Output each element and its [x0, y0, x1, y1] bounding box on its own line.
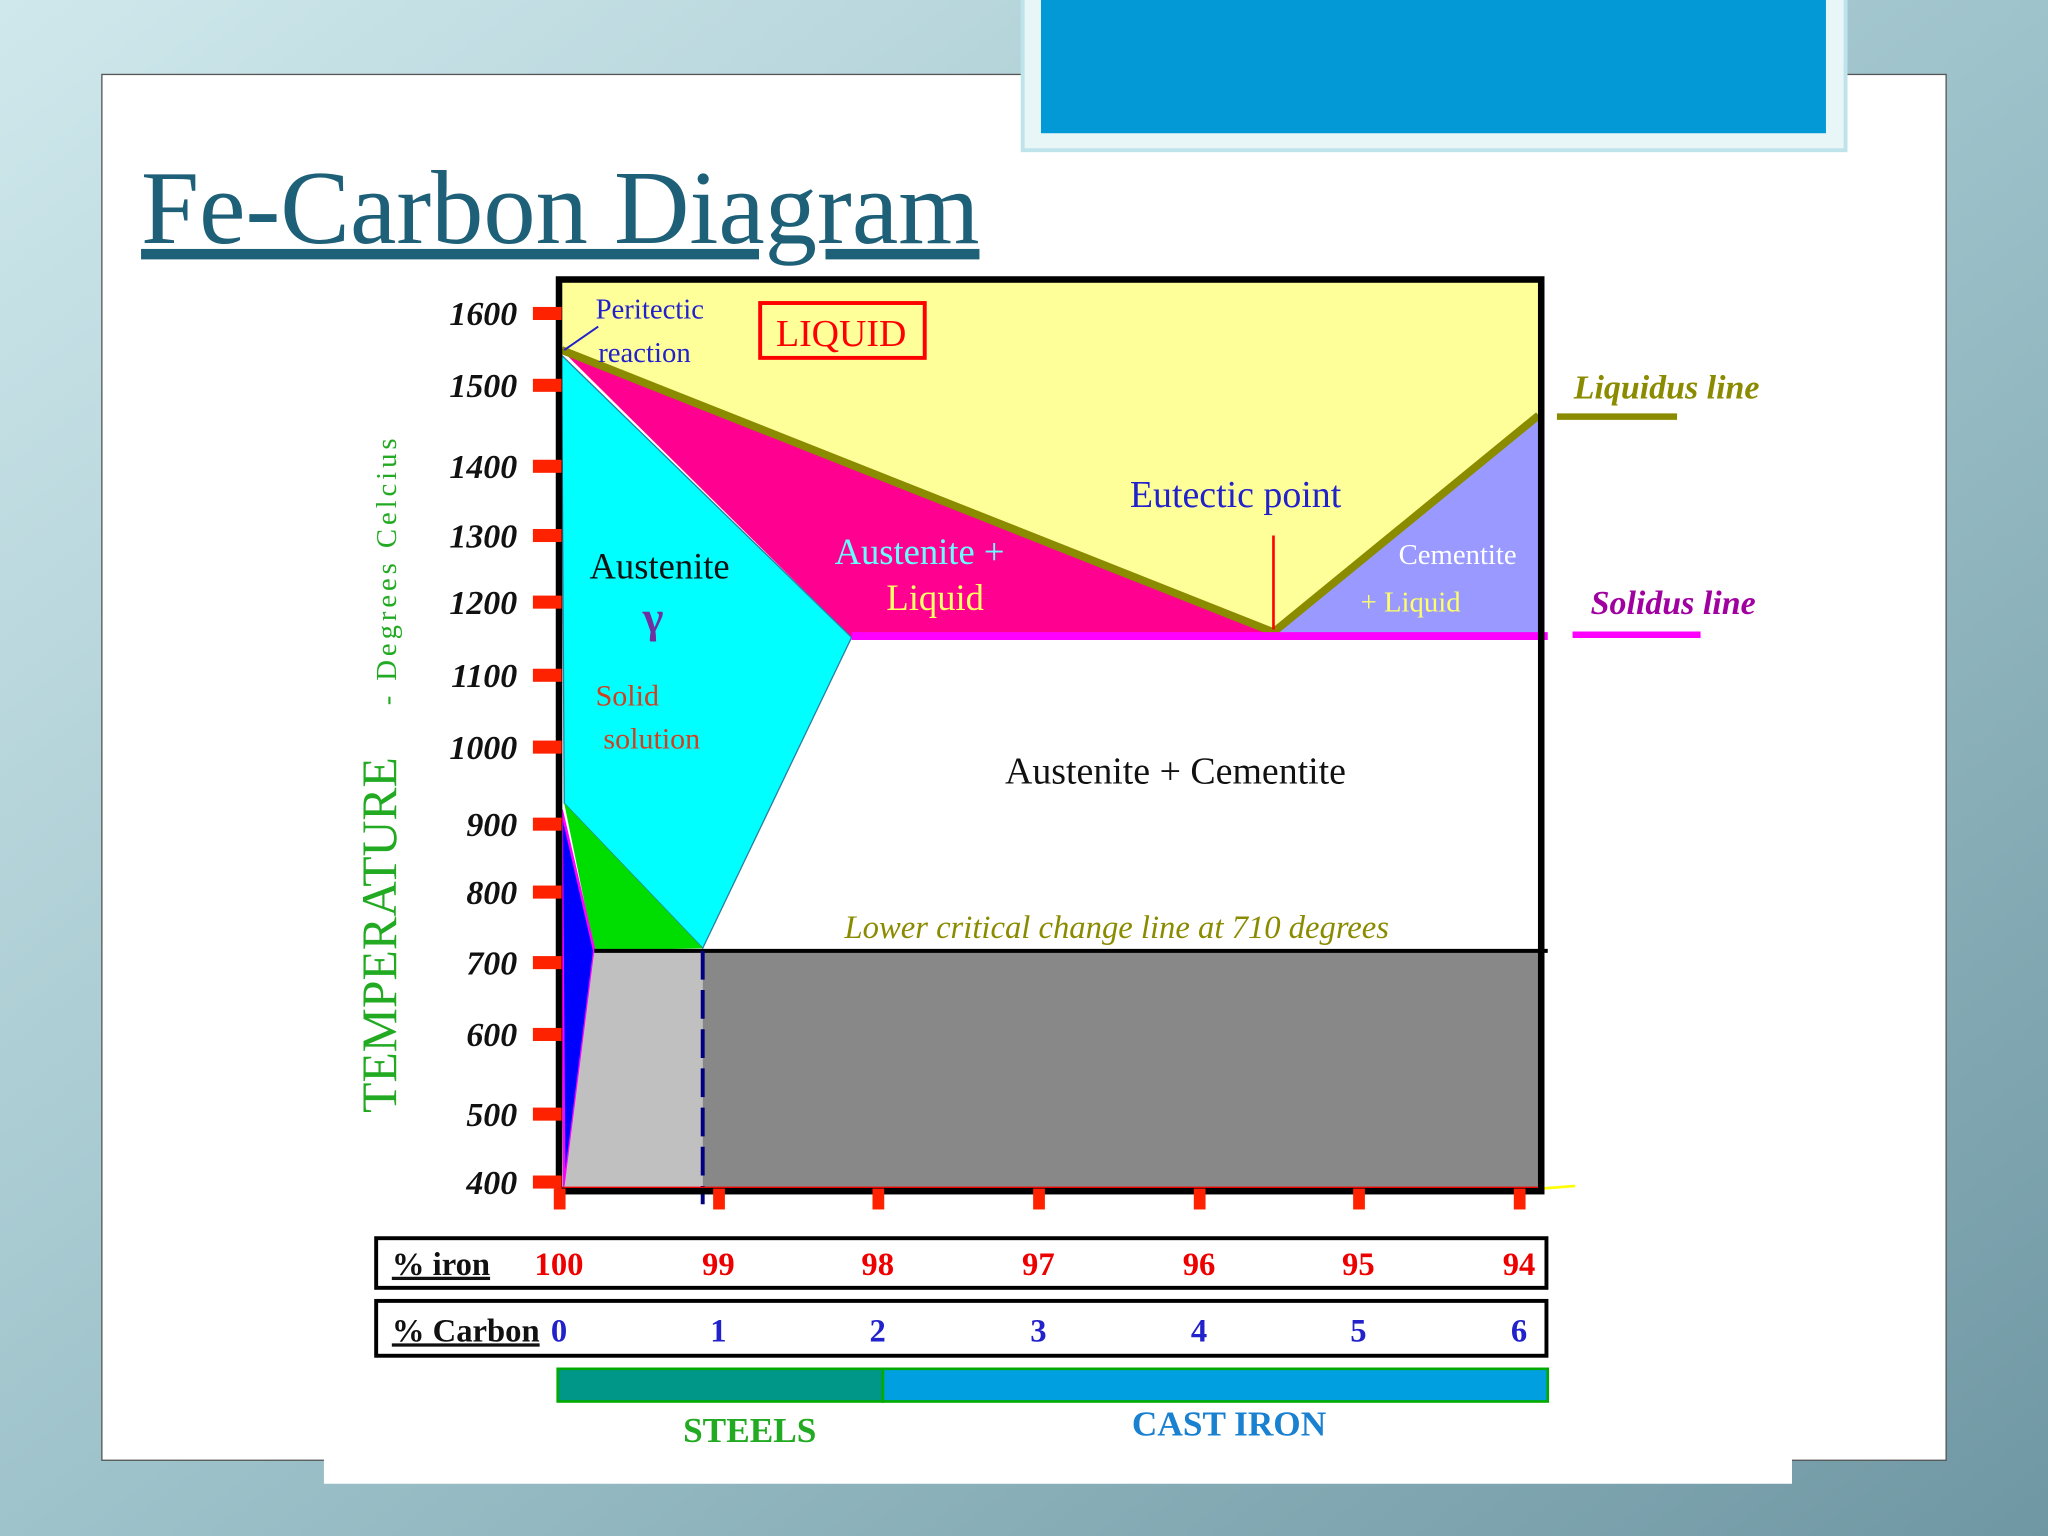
peritectic-label: reaction	[598, 337, 690, 369]
y-axis-label: TEMPERATURE	[352, 757, 407, 1113]
table-cell: 2	[870, 1313, 886, 1349]
temperature-label: 600	[466, 1017, 517, 1054]
solid-solution-label: Solid	[596, 679, 659, 712]
ferrite-region	[560, 809, 596, 1189]
pearlite-ferrite-region	[564, 950, 703, 1189]
temperature-label: 1200	[449, 585, 517, 622]
temperature-label: 1000	[449, 730, 517, 767]
cementite-liquid-label: + Liquid	[1361, 586, 1462, 618]
temperature-label: 500	[466, 1097, 517, 1134]
table-cell: 5	[1350, 1313, 1366, 1349]
temperature-tick	[532, 528, 562, 543]
composition-tick	[713, 1188, 725, 1210]
table-cell: 94	[1503, 1247, 1536, 1283]
temperature-label: 900	[466, 807, 517, 844]
temperature-tick	[532, 1107, 562, 1121]
temperature-label: 1400	[449, 449, 517, 486]
temperature-tick	[532, 956, 562, 970]
band-label: CAST IRON	[1132, 1404, 1326, 1443]
temperature-tick	[532, 378, 562, 392]
temperature-label: 1500	[449, 368, 517, 405]
temperature-label: 1300	[449, 518, 517, 555]
temperature-tick	[532, 1027, 562, 1041]
steels-band	[556, 1367, 885, 1403]
temperature-label: 800	[466, 875, 517, 912]
band-label: STEELS	[683, 1411, 816, 1450]
temperature-label: 400	[465, 1165, 517, 1202]
austenite-label: Austenite	[590, 546, 730, 587]
austenite-liquid-label: Liquid	[886, 577, 984, 618]
table-cell: 4	[1191, 1313, 1207, 1349]
composition-ticks	[553, 1188, 1526, 1210]
composition-tick	[1193, 1188, 1206, 1210]
liquid-region	[561, 279, 1539, 633]
panel-extension	[323, 1449, 1793, 1484]
liquidus-legend: Liquidus line	[1573, 369, 1760, 406]
temperature-tick	[532, 459, 562, 473]
table-cell: 0	[551, 1313, 567, 1349]
header-box-fill	[1040, 0, 1826, 134]
temperature-label: 700	[466, 945, 517, 982]
cementite-liquid-label: Cementite	[1399, 539, 1517, 571]
base-line-extension	[1541, 1184, 1576, 1190]
temperature-tick	[532, 306, 562, 320]
austenite-cementite-label: Austenite + Cementite	[1005, 751, 1346, 793]
temperature-ticks: 1600 1500 1400 1300 1200 1100 1000 900 800 700 600…	[449, 296, 562, 1202]
peritectic-pointer	[563, 325, 599, 351]
row-header: % iron	[392, 1247, 490, 1283]
temperature-tick	[532, 817, 562, 831]
table-cell: 98	[861, 1247, 894, 1283]
table-cell: 6	[1511, 1313, 1527, 1349]
liquid-label: LIQUID	[776, 313, 906, 355]
pearlite-cementite-region	[702, 950, 1539, 1189]
table-cell: 95	[1342, 1247, 1375, 1283]
composition-tick	[553, 1188, 566, 1210]
composition-tick	[1353, 1188, 1365, 1210]
eutectic-label: Eutectic point	[1130, 474, 1342, 516]
table-cell: 100	[535, 1247, 584, 1283]
table-cell: 99	[702, 1247, 735, 1283]
temperature-label: 1100	[451, 658, 517, 695]
composition-tick	[1513, 1188, 1526, 1210]
row-header: % Carbon	[392, 1313, 540, 1349]
table-cell: 96	[1183, 1247, 1216, 1283]
solidus-legend: Solidus line	[1591, 585, 1756, 622]
plot-border	[555, 276, 1545, 1195]
composition-tick	[872, 1188, 885, 1210]
composition-table: % iron 100 99 98 97 96 95 94 % Carbon 0 1 2 3 4 5 6	[374, 1236, 1549, 1358]
liquid-box	[758, 301, 927, 360]
peritectic-label: Peritectic	[596, 294, 704, 326]
ferrite-austenite-region	[564, 803, 703, 951]
y-axis-unit: - Degrees Celcius	[371, 435, 403, 706]
cast-iron-band	[881, 1367, 1550, 1403]
temperature-label: 1600	[449, 296, 517, 333]
table-cell: 1	[710, 1313, 726, 1349]
phase-diagram: Peritectic reaction LIQUID Austenite γ S…	[352, 276, 1760, 1210]
gamma-label: γ	[642, 592, 664, 642]
slide-title: Fe-Carbon Diagram	[141, 150, 979, 266]
table-cell: 97	[1022, 1247, 1055, 1283]
temperature-tick	[532, 885, 562, 899]
table-row	[374, 1236, 1549, 1290]
temperature-tick	[532, 595, 562, 609]
table-row	[374, 1298, 1549, 1358]
austenite-liquid-label: Austenite +	[835, 531, 1005, 572]
table-cell: 3	[1030, 1313, 1046, 1349]
temperature-tick	[532, 668, 562, 682]
temperature-tick	[532, 1175, 562, 1189]
lower-critical-label: Lower critical change line at 710 degree…	[843, 910, 1389, 946]
composition-tick	[1033, 1188, 1045, 1210]
temperature-tick	[532, 740, 562, 754]
solid-solution-label: solution	[603, 722, 700, 755]
